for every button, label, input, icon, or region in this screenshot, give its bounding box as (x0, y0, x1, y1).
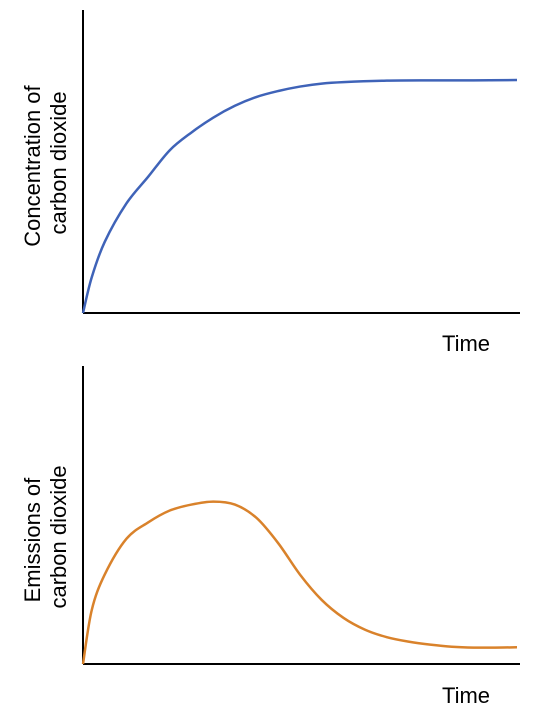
concentration-xlabel: Time (442, 331, 490, 356)
concentration-ylabel-line-1: Concentration of (20, 84, 45, 246)
emissions-ylabel: Emissions of carbon dioxide (20, 465, 71, 608)
concentration-series-line (81, 78, 518, 314)
emissions-ylabel-line-1: Emissions of (20, 477, 45, 603)
emissions-series-line (81, 500, 518, 665)
concentration-ylabel-line-2: carbon dioxide (46, 91, 71, 234)
emissions-ylabel-line-2: carbon dioxide (46, 465, 71, 608)
emissions-chart: Emissions of carbon dioxide Time (20, 366, 520, 708)
concentration-chart: Concentration of carbon dioxide Time (20, 10, 520, 356)
emissions-xlabel: Time (442, 683, 490, 708)
concentration-ylabel: Concentration of carbon dioxide (20, 79, 71, 247)
